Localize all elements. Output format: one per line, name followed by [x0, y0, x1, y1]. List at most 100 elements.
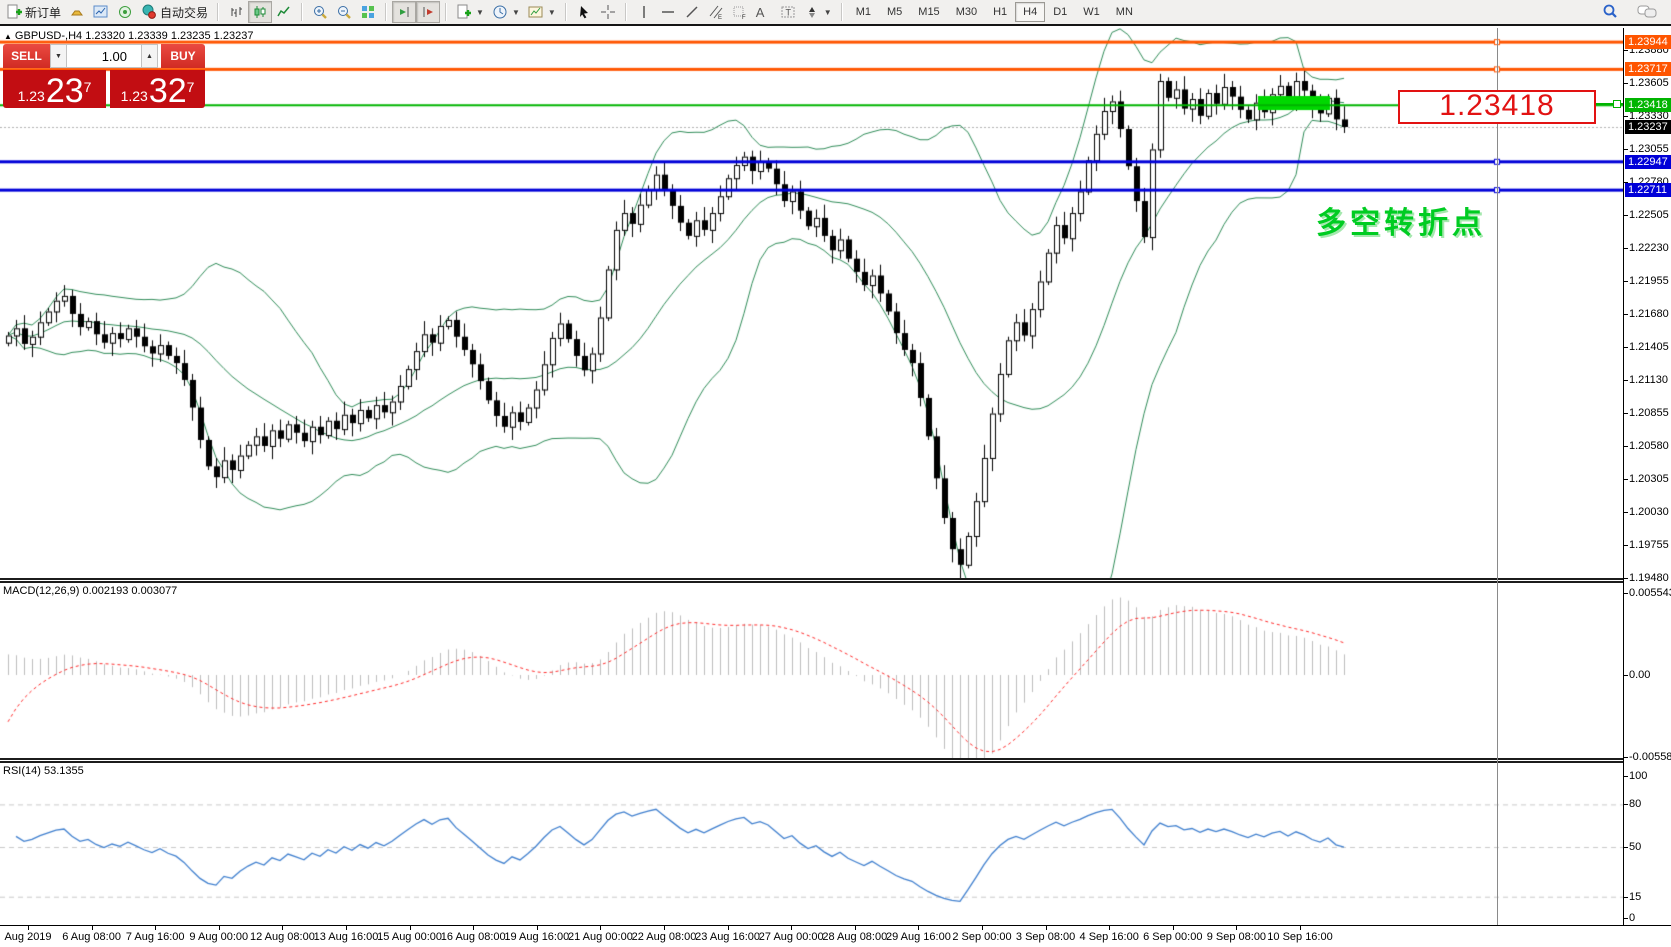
candlestick-chart-button[interactable]: [248, 1, 273, 23]
autotrading-button[interactable]: 自动交易: [137, 1, 212, 23]
time-tick: [409, 926, 411, 930]
chat-button[interactable]: [1633, 1, 1661, 23]
svg-text:F: F: [742, 15, 746, 20]
horizontal-line-button[interactable]: [656, 1, 680, 23]
macd-axis-label: 0.00: [1629, 669, 1651, 681]
price-axis-label: 1.20305: [1629, 472, 1669, 485]
rsi-axis-label: 100: [1629, 770, 1648, 782]
line-chart-button[interactable]: [272, 1, 296, 23]
fibonacci-button[interactable]: F: [728, 1, 752, 23]
new-order-button[interactable]: 新订单: [2, 1, 65, 23]
time-tick: [1236, 926, 1238, 930]
sell-price[interactable]: 1.23 23 7: [3, 70, 106, 108]
timeframe-m1[interactable]: M1: [848, 2, 879, 22]
time-tick: [346, 926, 347, 930]
timeframe-mn[interactable]: MN: [1108, 2, 1141, 22]
chevron-down-icon: ▼: [547, 7, 556, 17]
bar-chart-button[interactable]: [224, 1, 248, 23]
time-tick: [854, 926, 856, 930]
autotrading-label: 自动交易: [160, 5, 209, 20]
svg-text:E: E: [718, 15, 722, 20]
vertical-line-button[interactable]: [632, 1, 656, 23]
volume-down-button[interactable]: ▼: [50, 44, 67, 68]
crosshair-button[interactable]: [596, 1, 620, 23]
timeframe-h4[interactable]: H4: [1015, 2, 1046, 22]
new-order-label: 新订单: [25, 5, 62, 20]
toolbar-separator: [217, 3, 220, 21]
zoom-in-button[interactable]: [308, 1, 332, 23]
text-label-icon: T: [780, 4, 796, 20]
text-tool-icon: A: [755, 4, 765, 20]
axis-tick: [1624, 897, 1628, 898]
chevron-down-icon: ▼: [476, 7, 484, 17]
time-axis-label: 22 Aug 08:00: [631, 931, 697, 943]
price-axis-label: 1.21680: [1629, 307, 1669, 320]
equidistant-channel-button[interactable]: E: [704, 1, 728, 23]
periods-button[interactable]: ▼: [488, 1, 524, 23]
navigator-button[interactable]: [113, 1, 137, 23]
timeframe-h1[interactable]: H1: [985, 2, 1015, 22]
rsi-pane-canvas[interactable]: [0, 763, 1623, 925]
arrows-tool-button[interactable]: ▼: [800, 1, 836, 23]
triangle-icon: ▲: [4, 32, 12, 41]
search-icon: [1601, 3, 1619, 21]
chart-shift-button[interactable]: [416, 1, 441, 23]
timeframe-w1[interactable]: W1: [1075, 2, 1108, 22]
text-tool-button[interactable]: A: [752, 1, 776, 23]
cursor-button[interactable]: [572, 1, 596, 23]
volume-up-button[interactable]: ▲: [141, 44, 158, 68]
price-axis-label: 1.23055: [1629, 142, 1669, 155]
axis-tick: [1624, 49, 1628, 51]
pane-divider[interactable]: [0, 758, 1671, 763]
time-axis-label: 9 Aug 00:00: [189, 931, 249, 943]
price-badge: 1.23418: [1625, 98, 1671, 113]
gold-profile-icon: [69, 4, 85, 20]
templates-button[interactable]: ▼: [524, 1, 560, 23]
price-axis-label: 1.19480: [1629, 572, 1669, 584]
sell-button[interactable]: SELL: [3, 44, 50, 68]
time-axis-label: 27 Aug 00:00: [758, 931, 824, 943]
text-label-button[interactable]: T: [776, 1, 800, 23]
axis-tick: [1624, 412, 1628, 414]
market-watch-button[interactable]: [89, 1, 113, 23]
timeframe-m5[interactable]: M5: [879, 2, 910, 22]
time-tick: [982, 926, 983, 930]
rsi-axis-label: 50: [1629, 841, 1642, 853]
price-axis-label: 1.22230: [1629, 241, 1669, 254]
buy-price[interactable]: 1.23 32 7: [110, 70, 205, 108]
time-axis-label: 7 Aug 16:00: [125, 931, 185, 943]
indicators-button[interactable]: ▼: [452, 1, 488, 23]
zoom-out-button[interactable]: [332, 1, 356, 23]
one-click-trading-panel: SELL ▼ 1.00 ▲ BUY 1.23 23 7 1.23 32 7: [3, 44, 205, 108]
search-button[interactable]: [1597, 1, 1623, 23]
fibonacci-icon: F: [732, 4, 748, 20]
timeframe-d1[interactable]: D1: [1045, 2, 1075, 22]
macd-pane-canvas[interactable]: [0, 583, 1623, 758]
tile-windows-button[interactable]: [356, 1, 380, 23]
auto-scroll-button[interactable]: [392, 1, 417, 23]
time-axis-label: 16 Aug 08:00: [440, 931, 506, 943]
navigator-icon: [117, 4, 133, 20]
axis-tick: [1624, 918, 1628, 919]
price-axis[interactable]: 1.23880 1.23605 1.23330 1.23055 1.22780 1.225…: [1623, 28, 1671, 925]
time-axis-label: 6 Aug 08:00: [62, 931, 121, 943]
time-axis[interactable]: Aug 2019 6 Aug 08:00 7 Aug 16:00 9 Aug 00:0…: [0, 925, 1671, 947]
main-chart-canvas[interactable]: [0, 28, 1623, 578]
rsi-axis-label: 15: [1629, 891, 1642, 903]
axis-tick: [1624, 757, 1628, 758]
trendline-button[interactable]: [680, 1, 704, 23]
rsi-axis-label: 0: [1629, 912, 1636, 924]
time-axis-label: 13 Aug 16:00: [313, 931, 379, 943]
timeframe-m30[interactable]: M30: [948, 2, 985, 22]
buy-button[interactable]: BUY: [161, 44, 205, 68]
price-badge: 1.22947: [1625, 154, 1671, 169]
time-tick: [28, 926, 29, 930]
clock-icon: [492, 4, 508, 20]
indicators-icon: [456, 4, 472, 20]
timeframe-m15[interactable]: M15: [910, 2, 947, 22]
pane-divider[interactable]: [0, 578, 1671, 583]
profile-charts-button[interactable]: [65, 1, 89, 23]
volume-input[interactable]: 1.00: [67, 44, 141, 68]
line-chart-icon: [276, 4, 292, 20]
axis-tick: [1624, 82, 1628, 84]
